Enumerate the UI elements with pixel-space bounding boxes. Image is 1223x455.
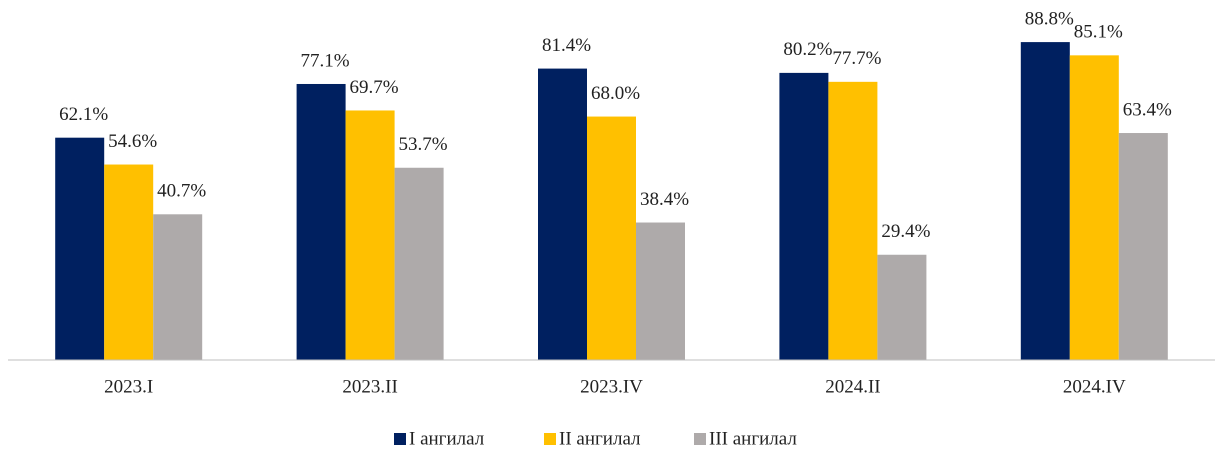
data-label: 80.2% — [783, 39, 832, 60]
legend-swatch — [544, 433, 556, 445]
data-label: 81.4% — [542, 35, 591, 56]
x-tick-label: 2024.IV — [1063, 376, 1126, 397]
data-label: 54.6% — [108, 131, 157, 152]
bar — [296, 83, 346, 361]
bar — [153, 214, 203, 360]
data-label: 53.7% — [399, 134, 448, 155]
bar — [877, 254, 927, 360]
bar — [345, 110, 395, 360]
data-label: 29.4% — [881, 221, 930, 242]
x-tick-label: 2024.II — [825, 376, 880, 397]
bar — [779, 72, 829, 360]
data-label: 77.1% — [301, 50, 350, 71]
data-label: 62.1% — [59, 104, 108, 125]
bar — [636, 222, 685, 360]
legend-label: III ангилал — [709, 428, 797, 449]
bar — [104, 164, 154, 360]
bar — [1069, 55, 1119, 360]
legend-swatch — [394, 433, 406, 445]
bar — [538, 68, 587, 360]
bar — [1118, 133, 1168, 360]
data-label: 63.4% — [1123, 99, 1172, 120]
bar — [587, 116, 636, 360]
data-label: 88.8% — [1025, 8, 1074, 29]
x-tick-label: 2023.IV — [580, 376, 643, 397]
data-label: 38.4% — [640, 189, 689, 210]
data-label: 69.7% — [350, 77, 399, 98]
bar — [394, 167, 444, 360]
data-label: 85.1% — [1074, 22, 1123, 43]
legend-swatch — [694, 433, 706, 445]
x-tick-label: 2023.II — [342, 376, 397, 397]
legend-label: II ангилал — [559, 428, 641, 449]
data-label: 77.7% — [832, 48, 881, 69]
bar — [55, 137, 105, 360]
x-tick-label: 2023.I — [104, 376, 153, 397]
bar — [828, 81, 878, 361]
bar — [1020, 42, 1070, 360]
data-label: 40.7% — [157, 181, 206, 202]
data-label: 68.0% — [591, 83, 640, 104]
legend-label: I ангилал — [409, 428, 485, 449]
